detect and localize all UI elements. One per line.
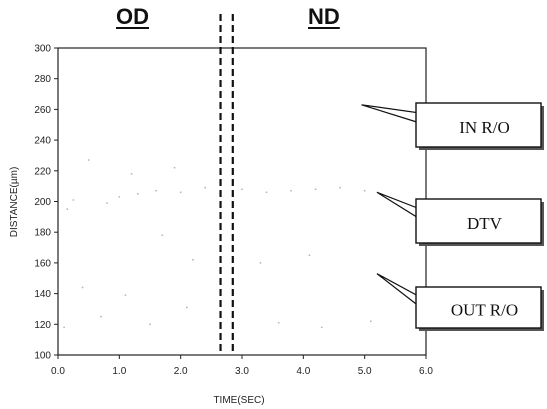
data-point — [179, 191, 182, 194]
data-point — [72, 199, 75, 201]
x-tick-label: 1.0 — [112, 366, 126, 377]
data-point — [100, 315, 102, 318]
callout-box — [415, 102, 542, 148]
x-tick-label: 0.0 — [51, 366, 65, 377]
data-point — [63, 326, 66, 329]
nd-header: ND — [308, 4, 340, 29]
data-point — [290, 189, 292, 192]
data-point — [320, 326, 323, 329]
callout-in-r-o: IN R/O — [361, 102, 544, 150]
callout-out-r-o: OUT R/O — [376, 273, 544, 331]
x-tick-label: 4.0 — [296, 366, 310, 377]
callout-pointer — [376, 191, 421, 221]
y-tick-label: 100 — [34, 351, 51, 362]
data-point — [204, 186, 207, 189]
data-point — [259, 262, 262, 264]
data-point — [369, 320, 372, 323]
callout-label: OUT R/O — [451, 301, 518, 320]
data-point — [81, 286, 84, 289]
data-point — [192, 258, 194, 261]
data-point — [149, 323, 151, 326]
x-tick-label: 3.0 — [235, 366, 249, 377]
y-axis-title: DISTANCE(µm) — [9, 167, 20, 238]
data-point — [161, 234, 164, 237]
x-axis-title: TIME(SEC) — [213, 395, 264, 406]
y-tick-label: 300 — [34, 44, 51, 55]
data-point — [241, 188, 243, 191]
y-tick-label: 140 — [34, 289, 51, 300]
y-tick-label: 240 — [34, 136, 51, 147]
od-header: OD — [116, 4, 149, 29]
data-point — [185, 306, 188, 309]
x-tick-label: 5.0 — [358, 366, 372, 377]
y-tick-label: 220 — [34, 166, 51, 177]
x-tick-label: 6.0 — [419, 366, 433, 377]
callout-pointer — [361, 104, 421, 124]
data-point — [265, 191, 268, 194]
callout-label: DTV — [467, 214, 503, 233]
callout-pointer — [376, 273, 421, 309]
data-point — [118, 195, 121, 198]
y-tick-label: 120 — [34, 320, 51, 331]
y-tick-label: 280 — [34, 74, 51, 85]
data-point — [130, 172, 133, 175]
y-tick-label: 260 — [34, 105, 51, 116]
callout-box — [415, 198, 542, 244]
data-point — [136, 192, 139, 195]
y-tick-label: 180 — [34, 228, 51, 239]
x-tick-label: 2.0 — [174, 366, 188, 377]
data-point — [106, 202, 108, 204]
data-point — [173, 166, 176, 169]
callout-dtv: DTV — [376, 191, 544, 246]
data-point — [277, 321, 280, 324]
callout-label: IN R/O — [459, 118, 510, 137]
data-point — [66, 208, 69, 211]
plot-border — [57, 47, 427, 356]
y-tick-label: 200 — [34, 197, 51, 208]
y-tick-label: 160 — [34, 258, 51, 269]
data-point — [308, 254, 311, 257]
data-point — [155, 189, 158, 192]
data-point — [363, 189, 366, 192]
callout-box — [415, 286, 542, 329]
data-point — [87, 159, 90, 161]
data-point — [314, 188, 317, 191]
data-point — [124, 294, 127, 297]
data-point — [339, 186, 342, 189]
